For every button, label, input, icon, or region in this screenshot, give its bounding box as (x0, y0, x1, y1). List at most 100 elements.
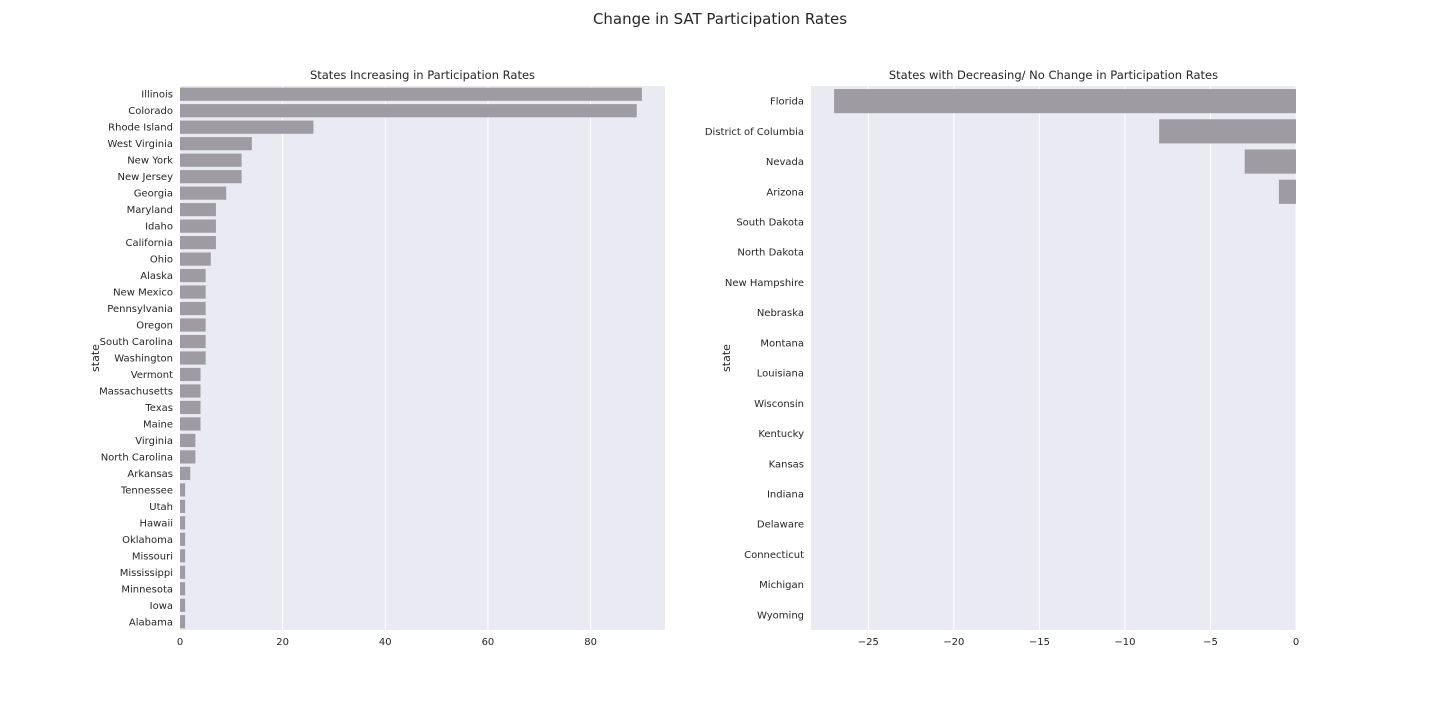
tick-label: Washington (114, 354, 173, 365)
tick-label: District of Columbia (705, 127, 804, 138)
chart-title: States Increasing in Participation Rates (310, 68, 535, 82)
bar (180, 384, 201, 398)
tick-label: Florida (770, 97, 804, 108)
bar (180, 120, 314, 134)
tick-label: Maine (143, 419, 173, 430)
tick-label: −15 (1029, 637, 1050, 648)
bar (180, 285, 206, 299)
bar (180, 104, 637, 118)
bar (1159, 119, 1296, 144)
tick-label: Virginia (135, 436, 173, 447)
bar (834, 89, 1296, 114)
bar (180, 170, 242, 184)
bar (1244, 149, 1296, 174)
tick-label: 20 (276, 637, 289, 648)
tick-label: 0 (177, 637, 183, 648)
tick-label: Iowa (150, 601, 173, 612)
bar (180, 499, 186, 513)
plot-area (180, 86, 665, 630)
tick-label: Nebraska (757, 308, 804, 319)
bar (180, 252, 211, 266)
bar (180, 137, 252, 151)
tick-label: California (126, 238, 174, 249)
tick-label: New Jersey (118, 172, 174, 183)
tick-label: Oregon (136, 321, 173, 332)
tick-label: Kansas (769, 459, 804, 470)
tick-label: Colorado (128, 106, 173, 117)
tick-label: Illinois (141, 90, 173, 101)
tick-label: South Carolina (100, 337, 173, 348)
tick-label: −25 (858, 637, 879, 648)
bar (180, 351, 206, 365)
tick-label: Arizona (766, 187, 804, 198)
tick-label: Massachusetts (99, 386, 173, 397)
tick-label: Maryland (127, 205, 173, 216)
bar (180, 615, 186, 629)
bar (180, 417, 201, 431)
tick-label: Vermont (131, 370, 173, 381)
tick-label: Indiana (767, 490, 804, 501)
tick-label: North Carolina (101, 452, 173, 463)
y-axis-label: state (720, 344, 733, 372)
chart-panel-2: Florida District of Columbia Nevada Arizona… (705, 68, 1299, 648)
tick-label: Oklahoma (122, 535, 173, 546)
tick-label: Louisiana (757, 369, 804, 380)
tick-label: Wisconsin (754, 399, 804, 410)
tick-label: Michigan (759, 580, 804, 591)
tick-label: 0 (1293, 637, 1299, 648)
tick-label: −20 (943, 637, 964, 648)
tick-label: Idaho (145, 222, 173, 233)
plot-area (811, 86, 1296, 630)
chart-panel-1: Illinois Colorado Rhode Island West Virgini… (89, 68, 665, 648)
bar (180, 483, 186, 497)
bar (180, 219, 216, 233)
tick-label: Georgia (134, 189, 173, 200)
bar (180, 516, 186, 530)
bar (180, 549, 186, 563)
tick-label: −5 (1203, 637, 1218, 648)
tick-label: Alaska (140, 271, 173, 282)
bar (180, 186, 227, 200)
tick-label: 80 (584, 637, 597, 648)
tick-label: Connecticut (744, 550, 804, 561)
bar (180, 87, 642, 101)
tick-label: Tennessee (120, 485, 173, 496)
bar (180, 565, 186, 579)
tick-label: Rhode Island (108, 123, 173, 134)
bar (180, 433, 196, 448)
bar (1278, 179, 1296, 204)
tick-label: Arkansas (127, 469, 173, 480)
bar (180, 318, 206, 332)
tick-label: Alabama (129, 617, 173, 628)
bar (180, 450, 196, 464)
tick-label: Montana (760, 338, 804, 349)
tick-label: Mississippi (120, 568, 173, 579)
bar (180, 582, 186, 596)
bar (180, 466, 191, 480)
bar (180, 236, 216, 250)
figure-title: Change in SAT Participation Rates (592, 10, 848, 28)
bar (180, 203, 216, 217)
tick-label: Minnesota (121, 584, 173, 595)
tick-label: West Virginia (108, 139, 173, 150)
tick-label: Nevada (766, 157, 804, 168)
bar (180, 301, 206, 316)
tick-label: Missouri (132, 551, 173, 562)
tick-label: Pennsylvania (107, 304, 173, 315)
tick-label: New Hampshire (725, 278, 804, 289)
tick-label: New York (127, 156, 173, 167)
bar (180, 598, 186, 612)
chart-title: States with Decreasing/ No Change in Par… (889, 68, 1218, 82)
tick-label: 40 (379, 637, 392, 648)
bar (180, 367, 201, 382)
tick-label: Hawaii (139, 518, 173, 529)
tick-label: Delaware (757, 520, 804, 531)
tick-label: Texas (144, 403, 173, 414)
tick-label: Kentucky (758, 429, 804, 440)
tick-label: Ohio (150, 255, 173, 266)
tick-label: −10 (1114, 637, 1135, 648)
bar (180, 400, 201, 415)
bar (180, 532, 186, 546)
